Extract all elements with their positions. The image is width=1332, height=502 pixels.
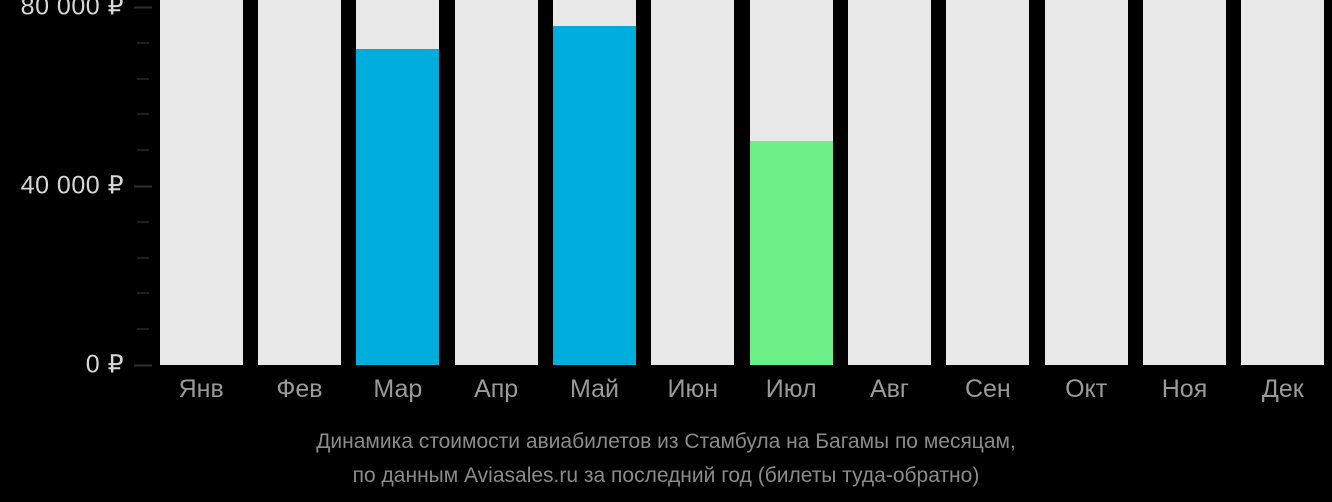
bar-column[interactable]: [1044, 0, 1128, 365]
bar-column[interactable]: [159, 0, 243, 365]
bar-value[interactable]: [356, 49, 440, 365]
y-axis-major-tick: 80 000 ₽: [21, 0, 152, 20]
x-axis-label: Июл: [765, 375, 817, 403]
x-axis-label: Сен: [964, 375, 1011, 403]
x-axis-label: Мар: [373, 375, 423, 403]
y-axis-tick-mark: [137, 149, 149, 152]
bar-column[interactable]: [848, 0, 931, 365]
x-axis-label: Окт: [1065, 375, 1108, 403]
y-axis-tick-mark: [137, 256, 149, 259]
x-axis-label: Апр: [474, 375, 519, 403]
y-axis-major-tick: 0 ₽: [85, 350, 152, 379]
y-axis-minor-tick: [127, 113, 152, 116]
y-axis-minor-tick: [127, 77, 152, 80]
x-axis-label: Янв: [178, 375, 224, 403]
y-axis-tick-mark: [137, 41, 149, 44]
caption-line-1: Динамика стоимости авиабилетов из Стамбу…: [316, 430, 1016, 453]
bar-column[interactable]: [356, 0, 440, 365]
bar-background: [159, 0, 243, 365]
y-axis-tick-mark: [137, 113, 149, 116]
y-axis-tick-mark: [137, 292, 149, 295]
y-axis-minor-tick: [127, 256, 152, 259]
y-axis-label: 40 000 ₽: [20, 171, 124, 200]
x-axis: Янв Фев Мар Апр Май Июн Июл Авг Сен Окт Ноя Дек: [152, 365, 1332, 423]
bar-background: [946, 0, 1030, 365]
chart-caption: Динамика стоимости авиабилетов из Стамбу…: [0, 425, 1332, 493]
y-axis-label: 80 000 ₽: [20, 0, 124, 21]
y-axis-minor-tick: [127, 220, 152, 223]
bar-background: [454, 0, 538, 365]
x-axis-label: Авг: [869, 375, 910, 403]
bar-value[interactable]: [749, 141, 833, 365]
bar-column[interactable]: [651, 0, 735, 365]
bar-background: [258, 0, 341, 365]
y-axis-tick-mark: [137, 77, 149, 80]
bar-background: [1044, 0, 1128, 365]
y-axis-tick-mark: [137, 220, 149, 223]
x-axis-label: Ноя: [1161, 375, 1208, 403]
x-axis-label: Дек: [1261, 375, 1304, 403]
bar-column[interactable]: [749, 0, 833, 365]
bar-value[interactable]: [553, 26, 636, 365]
x-axis-label: Июн: [667, 375, 719, 403]
bar-column[interactable]: [553, 0, 636, 365]
bar-background: [651, 0, 735, 365]
x-axis-label: Май: [570, 375, 619, 403]
y-axis: 80 000 ₽ 40 000 ₽ 0 ₽: [0, 0, 152, 377]
y-axis-minor-tick: [127, 328, 152, 331]
bar-column[interactable]: [946, 0, 1030, 365]
y-axis-minor-tick: [127, 292, 152, 295]
y-axis-tick-mark: [134, 6, 152, 8]
y-axis-tick-mark: [134, 185, 152, 187]
bar-column[interactable]: [258, 0, 341, 365]
y-axis-tick-mark: [137, 328, 149, 331]
bar-background: [1143, 0, 1226, 365]
y-axis-minor-tick: [127, 149, 152, 152]
y-axis-major-tick: 40 000 ₽: [20, 171, 152, 200]
y-axis-tick-mark: [134, 364, 152, 366]
caption-line-2: по данным Aviasales.ru за последний год …: [352, 464, 980, 487]
bar-background: [848, 0, 931, 365]
x-axis-label: Фев: [276, 375, 323, 403]
y-axis-label: 0 ₽: [85, 350, 124, 379]
bar-column[interactable]: [1241, 0, 1325, 365]
bar-column[interactable]: [1143, 0, 1226, 365]
bar-background: [1241, 0, 1325, 365]
y-axis-minor-tick: [127, 41, 152, 44]
plot-area: [152, 0, 1332, 365]
bar-column[interactable]: [454, 0, 538, 365]
